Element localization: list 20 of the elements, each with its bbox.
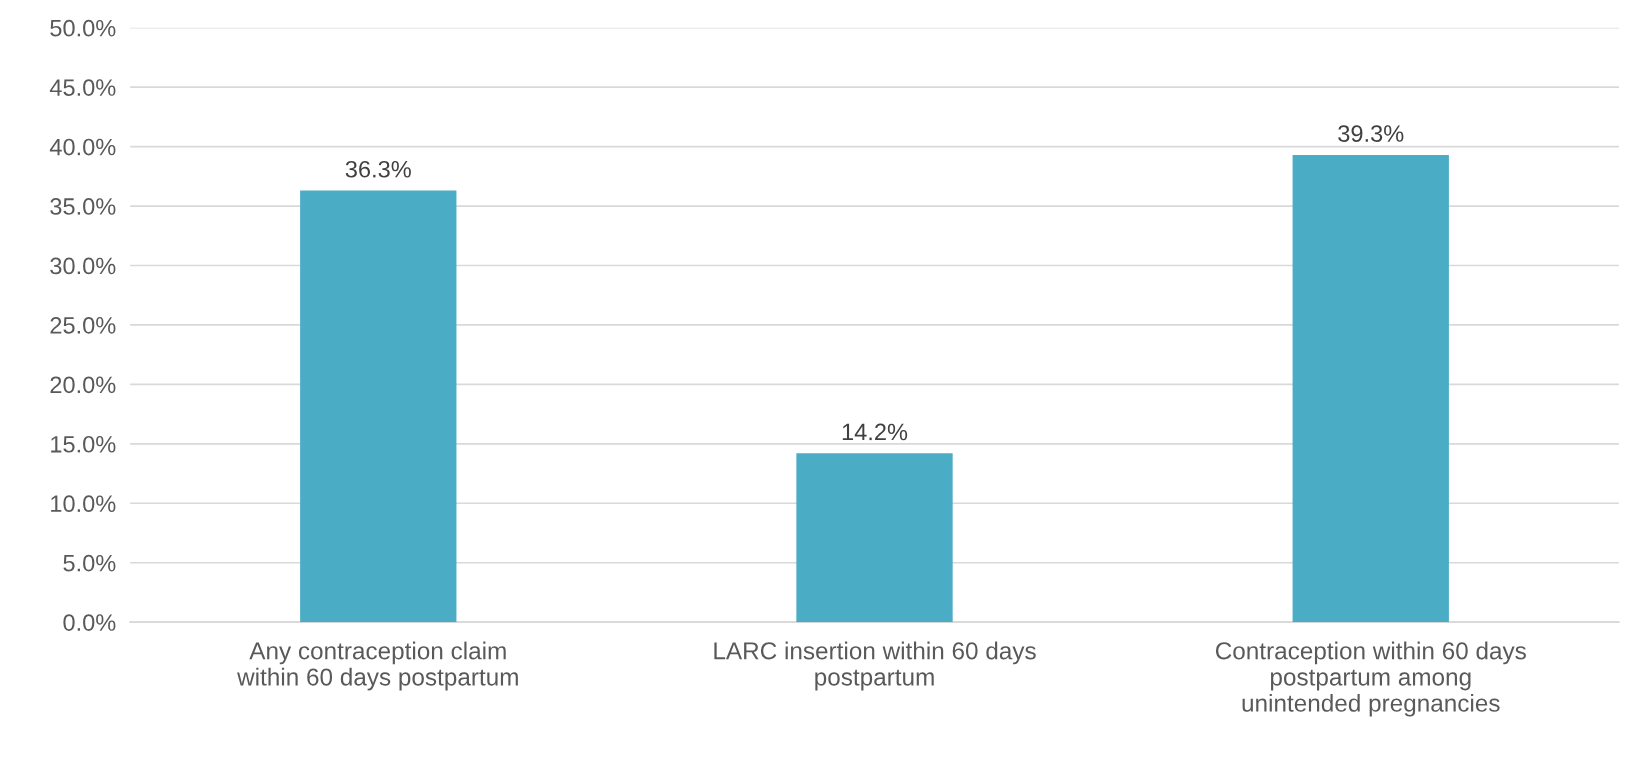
x-tick-label: LARC insertion within 60 days postpartum	[714, 641, 1036, 691]
y-tick-label: 45.0%	[49, 79, 116, 96]
y-tick-label: 0.0%	[63, 614, 116, 631]
y-tick-label: 20.0%	[50, 376, 116, 394]
y-tick-label: 50.0%	[50, 19, 116, 37]
x-tick-label: Any contraception claim within 60 days postpartum	[237, 641, 518, 691]
y-tick-label: 40.0%	[49, 138, 116, 156]
data-label: 14.2%	[842, 423, 908, 441]
y-tick-label: 15.0%	[51, 435, 116, 453]
bar	[1292, 154, 1449, 623]
y-tick-label: 10.0%	[51, 495, 116, 513]
y-tick-label: 35.0%	[50, 198, 116, 215]
y-tick-label: 5.0%	[63, 554, 116, 572]
bar	[796, 453, 953, 623]
data-label: 39.3%	[1338, 125, 1404, 142]
y-tick-label: 25.0%	[50, 317, 116, 334]
y-tick-label: 30.0%	[50, 257, 116, 275]
x-tick-label: Contraception within 60 days postpartum among unintended pregnancies	[1215, 641, 1526, 717]
bar	[300, 190, 457, 623]
data-label: 36.3%	[345, 160, 411, 178]
